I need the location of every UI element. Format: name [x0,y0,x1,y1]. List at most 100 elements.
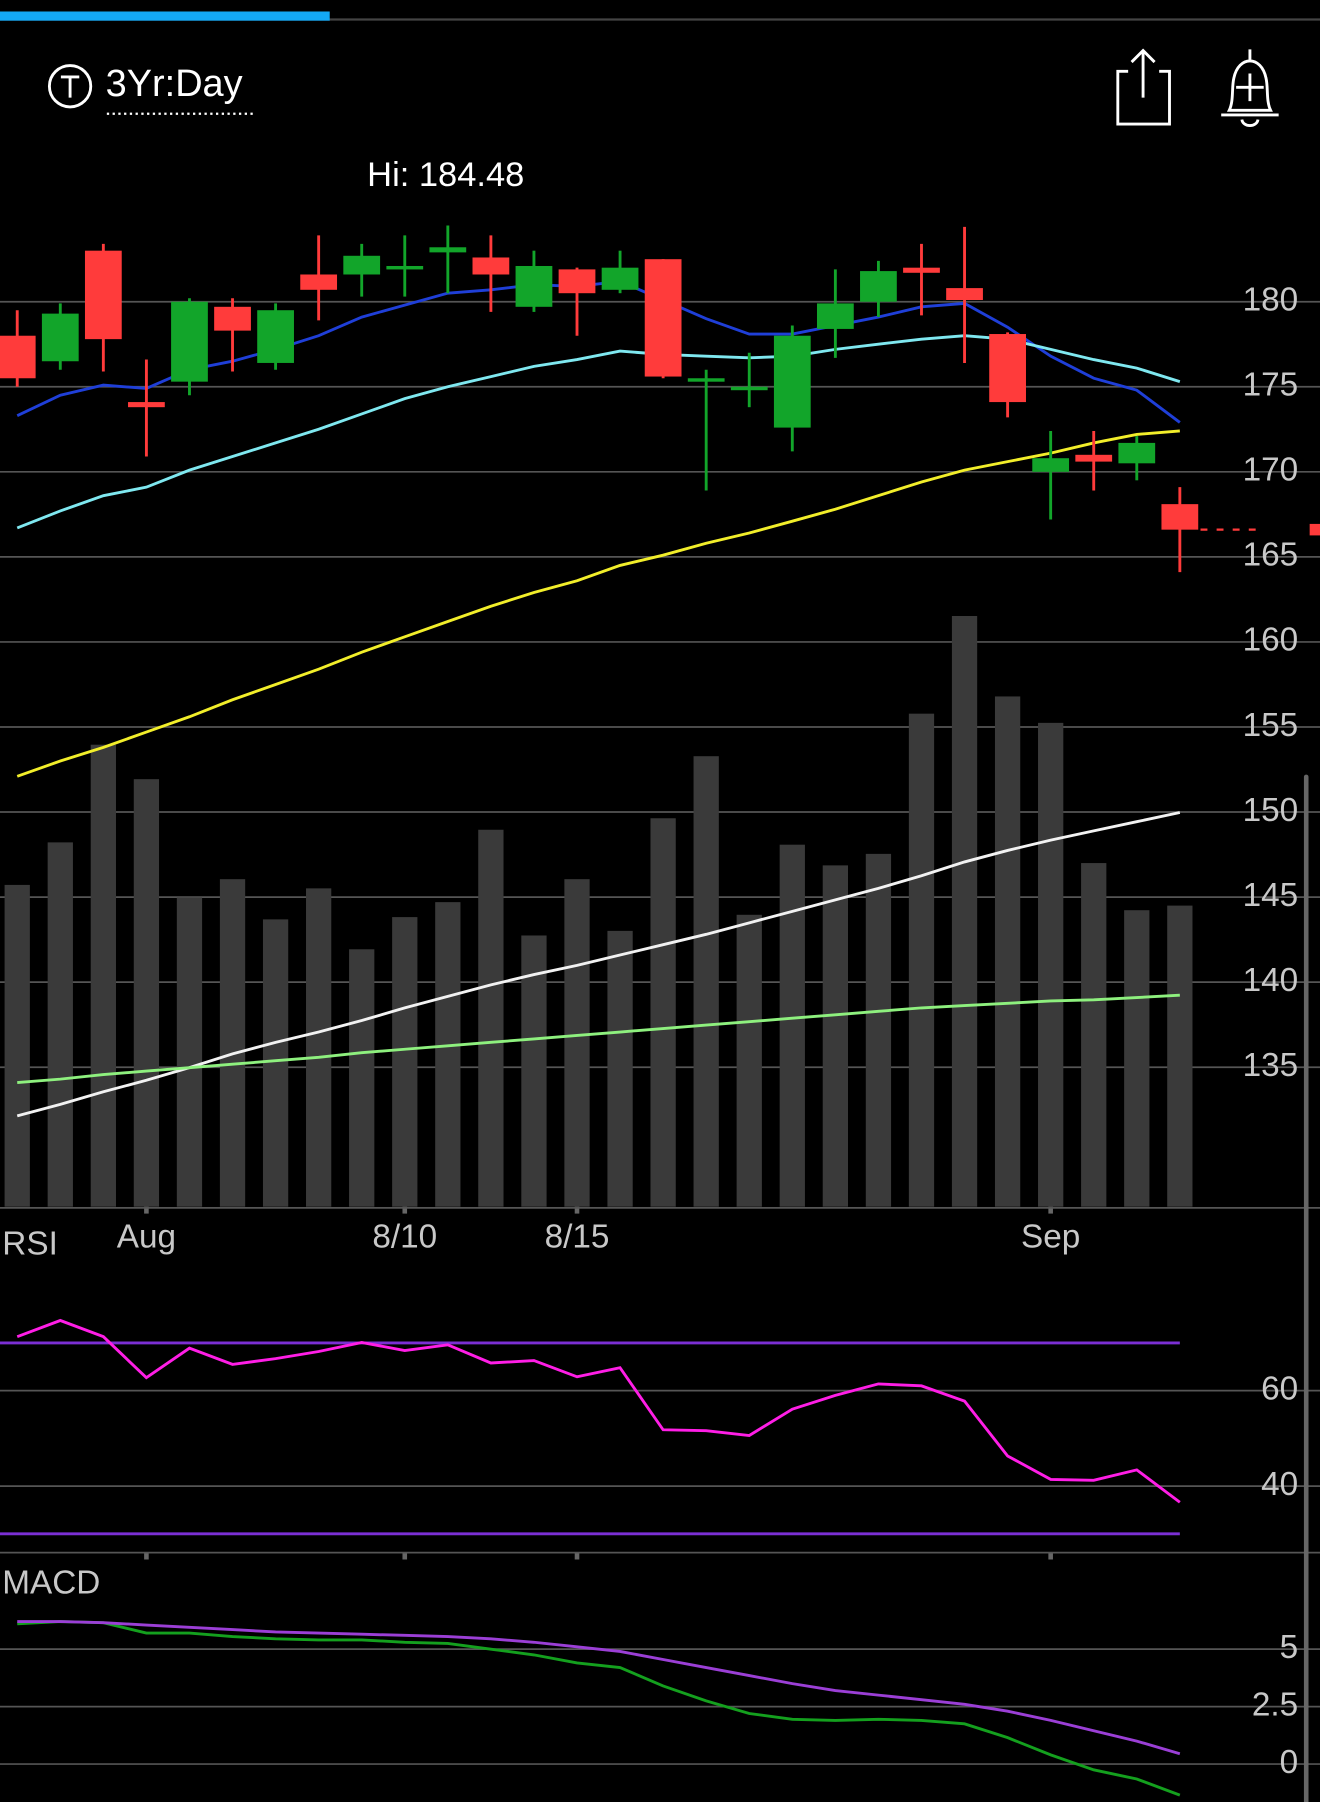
volume-bar [865,853,892,1207]
candle-body [903,267,940,273]
volume-bar [736,914,762,1207]
volume-bar [1124,910,1150,1207]
volume-bar [564,879,590,1207]
timeframe-label: 3Yr:Day [106,63,243,105]
moving-average-line [16,429,1180,778]
panel-title: MACD [2,1565,100,1602]
y-tick-label: 165 [1243,537,1299,574]
y-tick-label: 180 [1243,282,1299,319]
progress-bar [0,11,330,21]
share-icon [1116,69,1171,126]
volume-bar [90,744,116,1207]
volume-bar [693,756,719,1207]
volume-average-line [17,993,1180,1085]
volume-bar [521,935,547,1207]
volume-bar [262,919,289,1207]
candle-body [0,335,36,379]
volume-bar [392,917,418,1207]
candle-body [946,288,983,301]
y-tick-label: 160 [1243,622,1299,659]
last-price-marker [1309,523,1320,536]
candle-body [300,274,338,290]
alert-button[interactable] [1221,49,1279,127]
candle-body [386,265,424,270]
candle-body [601,267,639,290]
y-tick-label: 5 [1280,1629,1299,1666]
y-tick-label: 150 [1243,792,1299,829]
candle-body [257,310,294,363]
plot-area: 180 175 170 165 160 155 150 145 140 135 Aug 8/10 8/1… [0,225,1320,1797]
y-tick-label: 155 [1243,707,1299,744]
ticker-icon-glyph [60,75,80,98]
volume-bar [133,779,160,1207]
indicator-line [17,1620,1181,1797]
candle-body [773,335,811,428]
share-button[interactable] [1116,48,1171,126]
candle-body [171,301,208,382]
indicator-line [17,1620,1181,1756]
y-tick-label: 170 [1243,452,1299,489]
ticker-icon [47,64,93,109]
volume-bar [219,879,246,1207]
volume-bar [951,615,978,1207]
volume-bar [435,902,461,1207]
candle-body [1075,454,1113,462]
y-tick-label: 2.5 [1252,1686,1298,1723]
volume-bar [1038,722,1064,1207]
moving-average-line [16,279,1181,424]
volume-bar [349,949,375,1207]
candle-body [816,303,854,329]
x-tick-label: Sep [1021,1219,1080,1256]
y-tick-label: 135 [1243,1047,1299,1084]
y-tick-label: 0 [1280,1744,1299,1781]
share-arrow [1130,48,1156,98]
volume-bar [607,930,633,1207]
volume-bar [779,844,805,1207]
candle-body [1118,442,1156,464]
volume-bar [4,884,30,1207]
volume-bar [1081,863,1107,1207]
volume-bar [478,829,504,1207]
volume-bar [908,713,935,1207]
panel-title: RSI [2,1226,58,1263]
candle-body [343,255,381,275]
volume-bar [994,696,1021,1207]
volume-bar [176,897,203,1207]
x-tick-label: 8/10 [372,1219,437,1256]
candle-body [515,265,553,307]
timeframe-button[interactable]: 3Yr:Day [47,63,257,115]
volume-bar [822,865,849,1207]
candle-body [558,269,596,294]
indicator-line [16,1318,1181,1504]
bell-icon [1221,49,1279,127]
volume-bar [47,842,73,1207]
candle-body [429,247,467,253]
volume-average-line [16,811,1181,1118]
y-tick-label: 175 [1243,367,1299,404]
candle-body [472,257,510,275]
y-tick-label: 40 [1261,1466,1298,1503]
y-tick-label: 145 [1243,877,1299,914]
x-tick-label: Aug [117,1219,176,1256]
candle-body [41,313,79,362]
candle-body [128,402,165,408]
volume-bar [1167,905,1193,1207]
volume-bar [306,888,332,1207]
candle-body [1032,458,1070,472]
candle-body [989,334,1026,403]
bell-plus [1236,73,1264,102]
moving-average-line [16,334,1181,530]
candle-body [1161,504,1199,530]
candle-body [860,271,897,302]
high-label: Hi: 184.48 [367,156,524,194]
candle-body [730,386,768,391]
candle-body [644,259,682,377]
candle-body [687,378,725,382]
candle-body [84,250,122,340]
candle-body [214,306,251,331]
volume-bar [650,818,676,1207]
y-tick-label: 60 [1261,1370,1298,1407]
y-tick-label: 140 [1243,962,1299,999]
